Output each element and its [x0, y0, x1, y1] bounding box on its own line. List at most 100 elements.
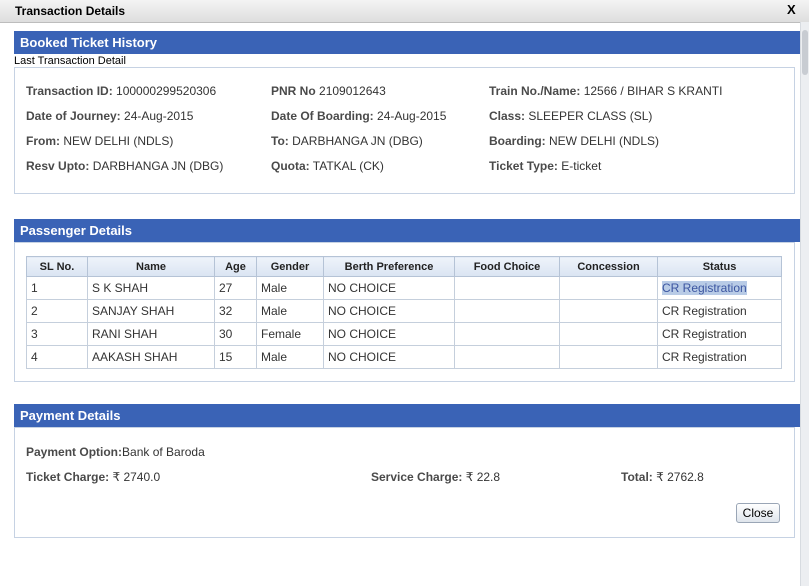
- booked-ticket-history-header: Booked Ticket History: [14, 31, 800, 54]
- total-value: ₹ 2762.8: [656, 470, 704, 484]
- quota-field: Quota: TATKAL (CK): [271, 159, 384, 173]
- to-field: To: DARBHANGA JN (DBG): [271, 134, 423, 148]
- cell-name: S K SHAH: [87, 276, 215, 300]
- transaction-id-label: Transaction ID:: [26, 84, 113, 98]
- service-charge-value: ₹ 22.8: [465, 470, 501, 484]
- quota-label: Quota:: [271, 159, 310, 173]
- boarding-label: Boarding:: [489, 134, 546, 148]
- cell-food: [454, 322, 560, 346]
- cell-food: [454, 276, 560, 300]
- cell-name: AAKASH SHAH: [87, 345, 215, 369]
- cell-age: 30: [214, 322, 257, 346]
- cell-gender: Male: [256, 345, 324, 369]
- train-label: Train No./Name:: [489, 84, 581, 98]
- boarding-field: Boarding: NEW DELHI (NDLS): [489, 134, 659, 148]
- cell-status: CR Registration: [657, 345, 782, 369]
- cell-name: RANI SHAH: [87, 322, 215, 346]
- resv-upto-label: Resv Upto:: [26, 159, 90, 173]
- to-label: To:: [271, 134, 289, 148]
- table-row: 4 AAKASH SHAH 15 Male NO CHOICE CR Regis…: [26, 345, 782, 369]
- boarding-value: NEW DELHI (NDLS): [549, 134, 660, 148]
- quota-value: TATKAL (CK): [312, 159, 384, 173]
- train-value: 12566 / BIHAR S KRANTI: [583, 84, 723, 98]
- resv-upto-field: Resv Upto: DARBHANGA JN (DBG): [26, 159, 223, 173]
- resv-upto-value: DARBHANGA JN (DBG): [92, 159, 224, 173]
- dialog-titlebar: Transaction Details X: [0, 0, 809, 23]
- payment-option-value: Bank of Baroda: [122, 445, 205, 459]
- cell-concession: [559, 345, 658, 369]
- class-value: SLEEPER CLASS (SL): [528, 109, 653, 123]
- payment-details-header: Payment Details: [14, 404, 800, 427]
- date-of-journey-label: Date of Journey:: [26, 109, 121, 123]
- ticket-charge-value: ₹ 2740.0: [112, 470, 161, 484]
- vertical-scrollbar[interactable]: [800, 22, 809, 586]
- to-value: DARBHANGA JN (DBG): [292, 134, 423, 148]
- table-row: 2 SANJAY SHAH 32 Male NO CHOICE CR Regis…: [26, 299, 782, 323]
- payment-panel: [14, 427, 795, 538]
- cell-age: 27: [214, 276, 257, 300]
- date-of-boarding-field: Date Of Boarding: 24-Aug-2015: [271, 109, 446, 123]
- scrollbar-thumb[interactable]: [802, 30, 808, 75]
- cell-status: CR Registration: [657, 299, 782, 323]
- service-charge-label: Service Charge:: [371, 470, 463, 484]
- pnr-label: PNR No: [271, 84, 316, 98]
- table-row: 3 RANI SHAH 30 Female NO CHOICE CR Regis…: [26, 322, 782, 346]
- cell-sl-no: 4: [26, 345, 88, 369]
- passenger-table-header-row: SL No. Name Age Gender Berth Preference …: [26, 256, 782, 277]
- transaction-info-panel: [14, 67, 795, 194]
- col-gender: Gender: [256, 256, 324, 277]
- cell-age: 32: [214, 299, 257, 323]
- date-of-boarding-label: Date Of Boarding:: [271, 109, 374, 123]
- cell-status: CR Registration: [657, 276, 782, 300]
- pnr-value: 2109012643: [319, 84, 386, 98]
- passenger-details-header: Passenger Details: [14, 219, 800, 242]
- cell-berth: NO CHOICE: [323, 345, 455, 369]
- ticket-type-value: E-ticket: [561, 159, 602, 173]
- ticket-type-field: Ticket Type: E-ticket: [489, 159, 601, 173]
- cell-gender: Male: [256, 276, 324, 300]
- total-label: Total:: [621, 470, 653, 484]
- cell-berth: NO CHOICE: [323, 276, 455, 300]
- transaction-id-field: Transaction ID: 100000299520306: [26, 84, 216, 98]
- col-concession: Concession: [559, 256, 658, 277]
- status-selected-text: CR Registration: [662, 281, 747, 295]
- cell-sl-no: 1: [26, 276, 88, 300]
- close-button[interactable]: Close: [736, 503, 780, 523]
- cell-gender: Female: [256, 322, 324, 346]
- cell-name: SANJAY SHAH: [87, 299, 215, 323]
- from-label: From:: [26, 134, 60, 148]
- date-of-journey-value: 24-Aug-2015: [124, 109, 194, 123]
- from-value: NEW DELHI (NDLS): [63, 134, 174, 148]
- class-label: Class:: [489, 109, 526, 123]
- last-transaction-label: Last Transaction Detail: [14, 55, 126, 67]
- col-name: Name: [87, 256, 215, 277]
- cell-food: [454, 299, 560, 323]
- payment-option-field: Payment Option:Bank of Baroda: [26, 445, 205, 459]
- cell-status: CR Registration: [657, 322, 782, 346]
- transaction-id-value: 100000299520306: [116, 84, 217, 98]
- dialog-close-icon[interactable]: X: [787, 2, 796, 17]
- cell-concession: [559, 299, 658, 323]
- cell-sl-no: 2: [26, 299, 88, 323]
- ticket-charge-field: Ticket Charge: ₹ 2740.0: [26, 470, 160, 484]
- col-food-choice: Food Choice: [454, 256, 560, 277]
- date-of-journey-field: Date of Journey: 24-Aug-2015: [26, 109, 193, 123]
- service-charge-field: Service Charge: ₹ 22.8: [371, 470, 500, 484]
- col-status: Status: [657, 256, 782, 277]
- cell-sl-no: 3: [26, 322, 88, 346]
- from-field: From: NEW DELHI (NDLS): [26, 134, 173, 148]
- payment-option-label: Payment Option:: [26, 445, 123, 459]
- cell-berth: NO CHOICE: [323, 322, 455, 346]
- cell-gender: Male: [256, 299, 324, 323]
- cell-age: 15: [214, 345, 257, 369]
- col-sl-no: SL No.: [26, 256, 88, 277]
- date-of-boarding-value: 24-Aug-2015: [377, 109, 447, 123]
- ticket-type-label: Ticket Type:: [489, 159, 558, 173]
- ticket-charge-label: Ticket Charge:: [26, 470, 110, 484]
- cell-concession: [559, 322, 658, 346]
- col-berth-preference: Berth Preference: [323, 256, 455, 277]
- total-field: Total: ₹ 2762.8: [621, 470, 704, 484]
- col-age: Age: [214, 256, 257, 277]
- dialog-title: Transaction Details: [15, 4, 126, 18]
